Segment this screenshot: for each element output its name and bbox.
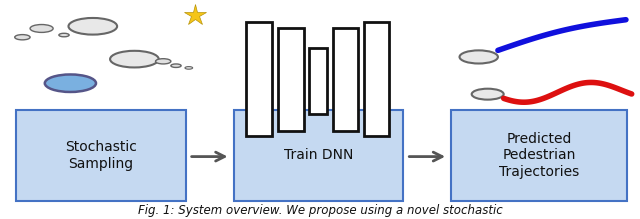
Text: Stochastic
Sampling: Stochastic Sampling (65, 140, 137, 171)
Circle shape (110, 51, 159, 67)
FancyBboxPatch shape (451, 110, 627, 201)
Bar (364, 22, 389, 136)
Circle shape (45, 74, 96, 92)
FancyBboxPatch shape (234, 110, 403, 201)
Bar (246, 22, 272, 136)
Text: Predicted
Pedestrian
Trajectories: Predicted Pedestrian Trajectories (499, 132, 579, 179)
Circle shape (68, 18, 117, 35)
Circle shape (460, 50, 498, 64)
Bar (278, 28, 304, 131)
Text: Train DNN: Train DNN (284, 148, 353, 162)
Circle shape (30, 25, 53, 32)
Circle shape (15, 35, 30, 40)
Circle shape (171, 64, 181, 67)
Circle shape (59, 33, 69, 37)
Bar (333, 28, 358, 131)
Bar (309, 48, 327, 114)
Circle shape (185, 67, 193, 69)
Circle shape (156, 59, 171, 64)
FancyBboxPatch shape (16, 110, 186, 201)
Circle shape (472, 89, 504, 100)
Text: Fig. 1: System overview. We propose using a novel stochastic: Fig. 1: System overview. We propose usin… (138, 204, 502, 217)
